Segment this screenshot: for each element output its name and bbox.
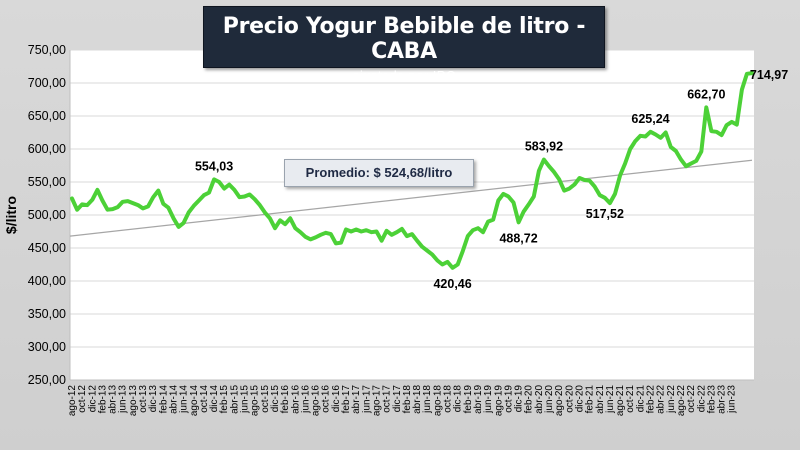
x-tick-label: abr-22 bbox=[656, 385, 667, 414]
average-label: Promedio: $ 524,68/litro bbox=[305, 165, 453, 180]
x-tick-label: dic-16 bbox=[331, 385, 342, 413]
average-label-box: Promedio: $ 524,68/litro bbox=[284, 159, 474, 187]
x-tick-label: abr-23 bbox=[717, 385, 728, 414]
data-label: 662,70 bbox=[687, 87, 725, 101]
x-tick-label: ago-21 bbox=[615, 385, 626, 417]
x-tick-label: feb-14 bbox=[158, 385, 169, 414]
x-tick-label: abr-21 bbox=[595, 385, 606, 414]
x-tick-label: jun-14 bbox=[179, 385, 190, 414]
x-tick-label: feb-21 bbox=[585, 385, 596, 414]
x-tick-label: oct-15 bbox=[260, 385, 271, 413]
x-tick-label: jun-15 bbox=[240, 385, 251, 414]
y-tick-label: 650,00 bbox=[28, 109, 66, 123]
x-tick-label: jun-18 bbox=[422, 385, 433, 414]
series-line bbox=[70, 71, 754, 270]
x-tick-label: dic-17 bbox=[392, 385, 403, 413]
x-tick-label: feb-17 bbox=[341, 385, 352, 414]
y-tick-label: 300,00 bbox=[28, 340, 66, 354]
y-tick-label: 600,00 bbox=[28, 142, 66, 156]
x-tick-label: feb-22 bbox=[646, 385, 657, 414]
data-label: 488,72 bbox=[499, 231, 537, 245]
x-tick-label: feb-19 bbox=[463, 385, 474, 414]
y-tick-label: 250,00 bbox=[28, 373, 66, 387]
x-tick-label: dic-21 bbox=[635, 385, 646, 413]
x-tick-label: ago-17 bbox=[371, 385, 382, 417]
x-tick-label: oct-14 bbox=[199, 385, 210, 413]
data-label: 554,03 bbox=[195, 159, 233, 173]
x-tick-label: dic-13 bbox=[148, 385, 159, 413]
x-tick-label: jun-21 bbox=[605, 385, 616, 414]
x-tick-label: jun-13 bbox=[118, 385, 129, 414]
x-tick-label: jun-16 bbox=[300, 385, 311, 414]
y-tick-label: 500,00 bbox=[28, 208, 66, 222]
x-tick-label: feb-15 bbox=[219, 385, 230, 414]
x-tick-label: ago-12 bbox=[67, 385, 78, 417]
x-tick-label: abr-15 bbox=[229, 385, 240, 414]
x-tick-label: dic-20 bbox=[574, 385, 585, 413]
x-tick-label: oct-12 bbox=[77, 385, 88, 413]
y-axis-title: $/litro bbox=[3, 196, 19, 234]
x-tick-label: dic-15 bbox=[270, 385, 281, 413]
x-tick-label: dic-19 bbox=[514, 385, 525, 413]
chart-subtitle: - ajustado por IPC - bbox=[343, 68, 465, 83]
x-tick-label: feb-13 bbox=[97, 385, 108, 414]
x-tick-label: ago-19 bbox=[493, 385, 504, 417]
x-tick-label: abr-19 bbox=[473, 385, 484, 414]
y-tick-label: 550,00 bbox=[28, 175, 66, 189]
chart-title: Precio Yogur Bebible de litro - CABA bbox=[222, 14, 586, 64]
x-tick-label: oct-21 bbox=[625, 385, 636, 413]
data-label: 714,97 bbox=[750, 68, 788, 82]
x-tick-label: dic-22 bbox=[696, 385, 707, 413]
x-tick-label: ago-20 bbox=[554, 385, 565, 417]
x-tick-label: ago-15 bbox=[250, 385, 261, 417]
x-tick-label: ago-18 bbox=[432, 385, 443, 417]
x-tick-label: feb-16 bbox=[280, 385, 291, 414]
x-tick-label: abr-20 bbox=[534, 385, 545, 414]
x-tick-label: jun-20 bbox=[544, 385, 555, 414]
x-tick-label: dic-18 bbox=[453, 385, 464, 413]
x-tick-label: oct-19 bbox=[503, 385, 514, 413]
title-box: Precio Yogur Bebible de litro - CABA - a… bbox=[203, 6, 605, 83]
x-tick-label: abr-18 bbox=[412, 385, 423, 414]
y-tick-label: 450,00 bbox=[28, 241, 66, 255]
x-tick-label: feb-20 bbox=[524, 385, 535, 414]
x-tick-label: dic-14 bbox=[209, 385, 220, 413]
x-tick-label: ago-16 bbox=[311, 385, 322, 417]
x-tick-label: abr-14 bbox=[168, 385, 179, 414]
y-tick-label: 400,00 bbox=[28, 274, 66, 288]
y-tick-label: 700,00 bbox=[28, 76, 66, 90]
x-tick-label: oct-16 bbox=[321, 385, 332, 413]
x-tick-label: oct-13 bbox=[138, 385, 149, 413]
x-tick-label: jun-17 bbox=[361, 385, 372, 414]
x-tick-label: jun-19 bbox=[483, 385, 494, 414]
x-tick-label: jun-23 bbox=[727, 385, 738, 414]
x-tick-label: oct-18 bbox=[443, 385, 454, 413]
data-label: 420,46 bbox=[433, 277, 471, 291]
x-tick-label: abr-17 bbox=[351, 385, 362, 414]
data-label: 517,52 bbox=[586, 207, 624, 221]
x-tick-label: ago-22 bbox=[676, 385, 687, 417]
x-tick-label: dic-12 bbox=[87, 385, 98, 413]
y-tick-label: 350,00 bbox=[28, 307, 66, 321]
data-label: 583,92 bbox=[525, 140, 563, 154]
x-tick-label: feb-18 bbox=[402, 385, 413, 414]
y-tick-label: 750,00 bbox=[28, 43, 66, 57]
x-tick-label: ago-14 bbox=[189, 385, 200, 417]
x-tick-label: feb-23 bbox=[706, 385, 717, 414]
x-tick-label: oct-22 bbox=[686, 385, 697, 413]
x-tick-label: abr-13 bbox=[108, 385, 119, 414]
x-tick-label: ago-13 bbox=[128, 385, 139, 417]
x-tick-label: oct-20 bbox=[564, 385, 575, 413]
x-tick-label: jun-22 bbox=[666, 385, 677, 414]
x-tick-label: abr-16 bbox=[290, 385, 301, 414]
x-tick-label: oct-17 bbox=[382, 385, 393, 413]
data-label: 625,24 bbox=[631, 112, 669, 126]
